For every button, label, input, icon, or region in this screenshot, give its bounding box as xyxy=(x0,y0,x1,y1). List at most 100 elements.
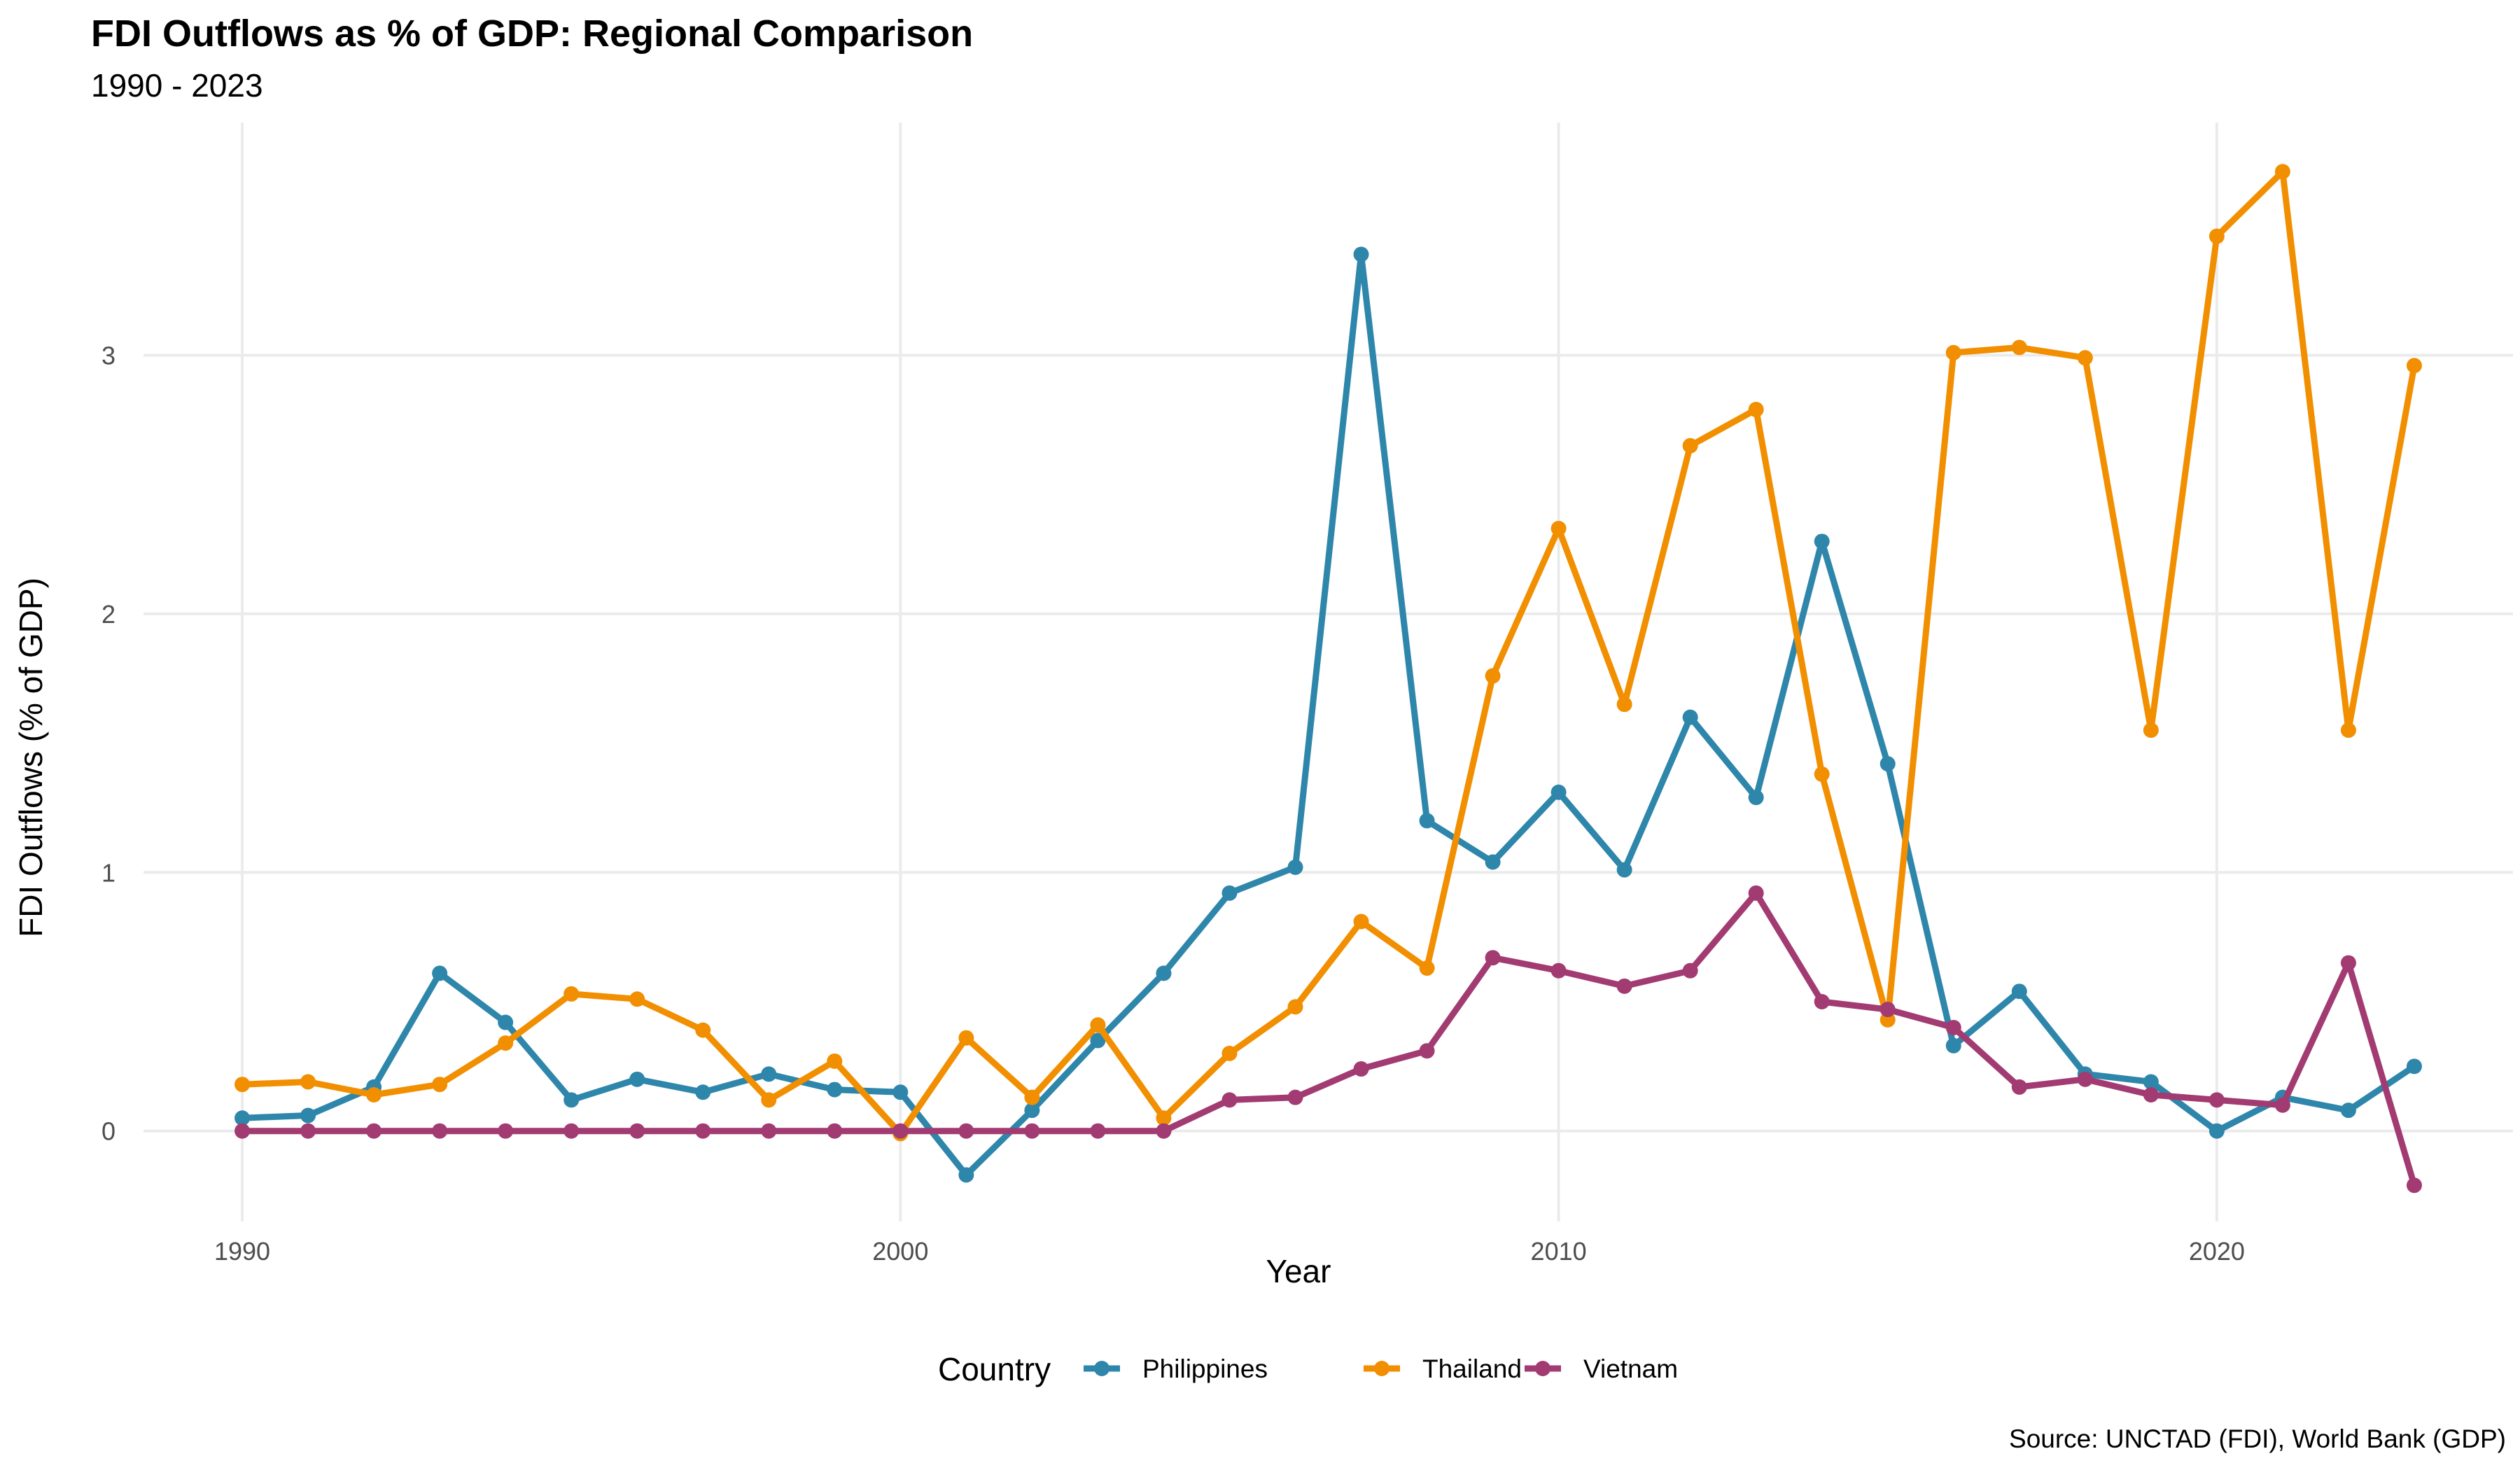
data-point-vietnam xyxy=(234,1123,251,1139)
data-point-philippines xyxy=(1222,885,1238,901)
data-point-vietnam xyxy=(1222,1092,1238,1108)
legend-key-point xyxy=(1374,1361,1390,1376)
data-point-philippines xyxy=(2340,1102,2356,1119)
legend-item-vietnam: Vietnam xyxy=(1525,1354,1678,1383)
data-point-vietnam xyxy=(2274,1097,2290,1113)
data-point-philippines xyxy=(1550,784,1567,800)
data-point-philippines xyxy=(761,1066,777,1082)
chart-title: FDI Outflows as % of GDP: Regional Compa… xyxy=(91,13,973,55)
data-point-vietnam xyxy=(1879,1002,1896,1018)
data-point-philippines xyxy=(432,965,448,981)
y-tick-label: 1 xyxy=(102,858,115,887)
data-point-thailand xyxy=(1419,960,1435,976)
data-point-thailand xyxy=(629,991,645,1007)
data-point-philippines xyxy=(564,1092,580,1108)
data-point-vietnam xyxy=(1550,962,1567,979)
data-point-philippines xyxy=(498,1014,514,1030)
data-point-thailand xyxy=(2406,358,2422,374)
x-axis-title: Year xyxy=(1266,1253,1331,1289)
data-point-vietnam xyxy=(1156,1123,1172,1139)
data-point-thailand xyxy=(1814,766,1830,782)
legend-title: Country xyxy=(938,1351,1051,1387)
data-point-vietnam xyxy=(958,1123,974,1139)
data-point-vietnam xyxy=(892,1123,909,1139)
data-point-vietnam xyxy=(695,1123,711,1139)
data-point-thailand xyxy=(1616,696,1632,713)
data-point-philippines xyxy=(1353,246,1369,262)
data-point-vietnam xyxy=(300,1123,316,1139)
legend-label: Vietnam xyxy=(1583,1354,1678,1383)
legend-item-philippines: Philippines xyxy=(1084,1354,1268,1383)
series-philippines xyxy=(234,246,2422,1183)
data-point-philippines xyxy=(2143,1074,2159,1090)
data-point-thailand xyxy=(564,986,580,1002)
data-point-philippines xyxy=(1090,1032,1106,1049)
data-point-thailand xyxy=(827,1053,843,1069)
data-point-philippines xyxy=(1616,862,1632,878)
data-point-philippines xyxy=(695,1084,711,1100)
data-point-vietnam xyxy=(629,1123,645,1139)
legend-item-thailand: Thailand xyxy=(1364,1354,1522,1383)
data-point-thailand xyxy=(1485,668,1501,684)
data-point-vietnam xyxy=(1748,885,1764,901)
data-point-philippines xyxy=(1156,965,1172,981)
data-point-thailand xyxy=(1156,1110,1172,1126)
data-point-vietnam xyxy=(1090,1123,1106,1139)
data-point-thailand xyxy=(761,1092,777,1108)
data-point-vietnam xyxy=(2143,1086,2159,1102)
plot-series xyxy=(234,164,2422,1194)
data-point-thailand xyxy=(1550,520,1567,536)
data-point-philippines xyxy=(1419,813,1435,829)
data-point-philippines xyxy=(300,1107,316,1124)
data-point-thailand xyxy=(300,1074,316,1090)
gridlines xyxy=(144,122,2513,1222)
data-point-vietnam xyxy=(432,1123,448,1139)
data-point-vietnam xyxy=(1419,1043,1435,1059)
data-point-vietnam xyxy=(1287,1089,1303,1105)
data-point-thailand xyxy=(1287,999,1303,1015)
series-vietnam xyxy=(234,885,2422,1194)
y-tick-label: 3 xyxy=(102,341,115,370)
data-point-philippines xyxy=(1682,709,1698,725)
data-point-vietnam xyxy=(1682,962,1698,979)
data-point-thailand xyxy=(2274,164,2290,180)
data-point-philippines xyxy=(1287,859,1303,875)
data-point-vietnam xyxy=(1024,1123,1040,1139)
series-line-thailand xyxy=(239,168,2418,1137)
data-point-vietnam xyxy=(1616,978,1632,994)
data-point-thailand xyxy=(1945,344,1961,360)
data-point-thailand xyxy=(2208,228,2225,244)
data-point-philippines xyxy=(2208,1123,2225,1139)
data-point-vietnam xyxy=(1814,994,1830,1009)
data-point-thailand xyxy=(234,1077,251,1093)
data-point-thailand xyxy=(2340,722,2356,738)
data-point-thailand xyxy=(958,1030,974,1046)
legend: Country Philippines Thailand Vietnam xyxy=(938,1351,1678,1387)
data-point-philippines xyxy=(892,1084,909,1100)
data-point-philippines xyxy=(958,1167,974,1183)
data-point-thailand xyxy=(366,1086,382,1102)
data-point-thailand xyxy=(1090,1017,1106,1033)
data-point-vietnam xyxy=(1485,950,1501,966)
x-axis-ticks: 1990 2000 2010 2020 xyxy=(214,1237,2245,1266)
data-point-thailand xyxy=(2077,350,2093,366)
data-point-vietnam xyxy=(761,1123,777,1139)
data-point-vietnam xyxy=(366,1123,382,1139)
data-point-philippines xyxy=(1024,1102,1040,1119)
data-point-thailand xyxy=(498,1035,514,1051)
data-point-vietnam xyxy=(498,1123,514,1139)
data-point-philippines xyxy=(2406,1058,2422,1074)
legend-key-point xyxy=(1535,1361,1550,1376)
data-point-vietnam xyxy=(827,1123,843,1139)
x-tick-label: 2020 xyxy=(2189,1237,2245,1266)
data-point-vietnam xyxy=(1353,1061,1369,1077)
data-point-vietnam xyxy=(2077,1071,2093,1087)
data-point-vietnam xyxy=(564,1123,580,1139)
series-line-philippines xyxy=(239,251,2418,1178)
chart-subtitle: 1990 - 2023 xyxy=(91,67,263,104)
y-axis-title: FDI Outflows (% of GDP) xyxy=(13,578,49,937)
data-point-philippines xyxy=(1945,1037,1961,1054)
data-point-thailand xyxy=(1024,1089,1040,1105)
legend-key-point xyxy=(1094,1361,1110,1376)
